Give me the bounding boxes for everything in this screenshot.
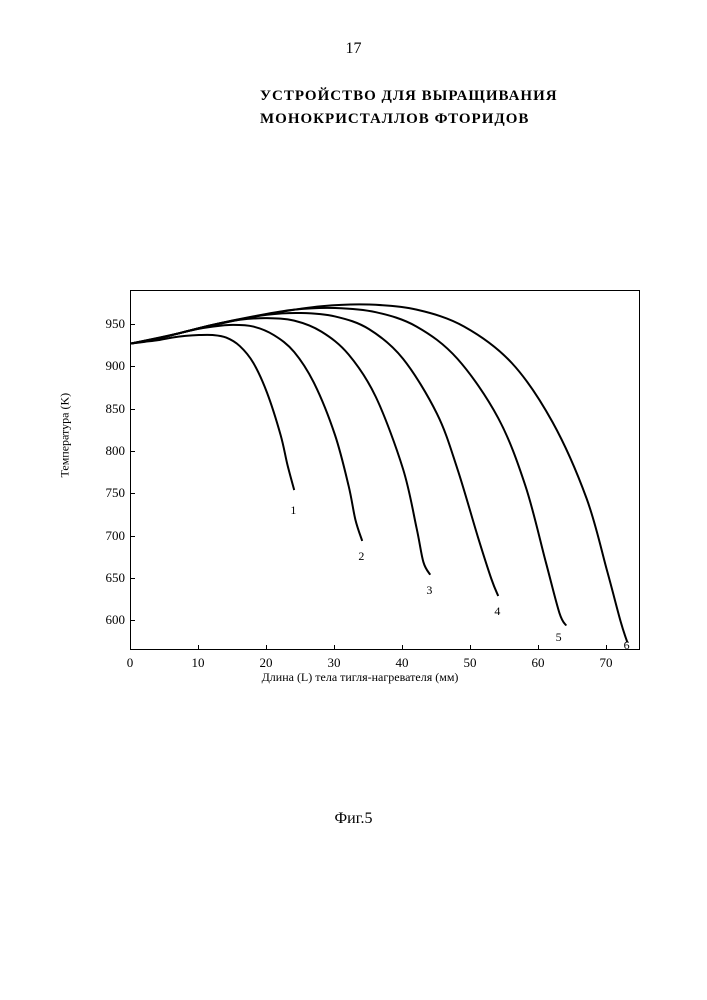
y-tick-label: 800 [106, 443, 126, 459]
y-tick-mark [130, 536, 135, 537]
document-title: УСТРОЙСТВО ДЛЯ ВЫРАЩИВАНИЯ МОНОКРИСТАЛЛО… [260, 85, 660, 130]
x-tick-mark [402, 645, 403, 650]
x-tick-mark [266, 645, 267, 650]
y-tick-mark [130, 620, 135, 621]
y-tick-label: 900 [106, 358, 126, 374]
curve-4 [131, 313, 498, 596]
x-tick-mark [606, 645, 607, 650]
page-number: 17 [346, 40, 362, 58]
curve-label-2: 2 [358, 549, 364, 564]
y-tick-label: 650 [106, 570, 126, 586]
x-tick-mark [470, 645, 471, 650]
y-tick-label: 700 [106, 528, 126, 544]
x-tick-label: 10 [192, 655, 205, 671]
x-tick-mark [130, 645, 131, 650]
y-tick-mark [130, 578, 135, 579]
y-tick-label: 850 [106, 401, 126, 417]
x-tick-mark [334, 645, 335, 650]
y-tick-label: 750 [106, 485, 126, 501]
x-tick-label: 70 [600, 655, 613, 671]
x-tick-label: 50 [464, 655, 477, 671]
document-page: 17 УСТРОЙСТВО ДЛЯ ВЫРАЩИВАНИЯ МОНОКРИСТА… [0, 0, 707, 1000]
curve-label-4: 4 [494, 604, 500, 619]
curve-label-5: 5 [556, 630, 562, 645]
y-tick-mark [130, 366, 135, 367]
figure-caption: Фиг.5 [335, 810, 373, 828]
x-tick-label: 30 [328, 655, 341, 671]
x-tick-mark [198, 645, 199, 650]
y-tick-mark [130, 493, 135, 494]
temperature-chart: Температура (K) 600650700750800850900950… [80, 290, 640, 710]
chart-svg [131, 291, 641, 651]
curve-2 [131, 325, 362, 541]
curve-1 [131, 335, 294, 490]
curve-label-3: 3 [426, 583, 432, 598]
curve-label-1: 1 [290, 503, 296, 518]
x-tick-label: 20 [260, 655, 273, 671]
plot-area [130, 290, 640, 650]
y-tick-mark [130, 409, 135, 410]
x-tick-label: 60 [532, 655, 545, 671]
y-tick-mark [130, 451, 135, 452]
curve-3 [131, 318, 430, 575]
y-tick-label: 950 [106, 316, 126, 332]
y-tick-label: 600 [106, 612, 126, 628]
x-axis-label: Длина (L) тела тигля-нагревателя (мм) [262, 670, 459, 685]
curve-label-6: 6 [624, 638, 630, 653]
y-axis-label: Температура (K) [58, 393, 73, 478]
x-tick-label: 40 [396, 655, 409, 671]
x-tick-mark [538, 645, 539, 650]
y-tick-mark [130, 324, 135, 325]
x-tick-label: 0 [127, 655, 134, 671]
